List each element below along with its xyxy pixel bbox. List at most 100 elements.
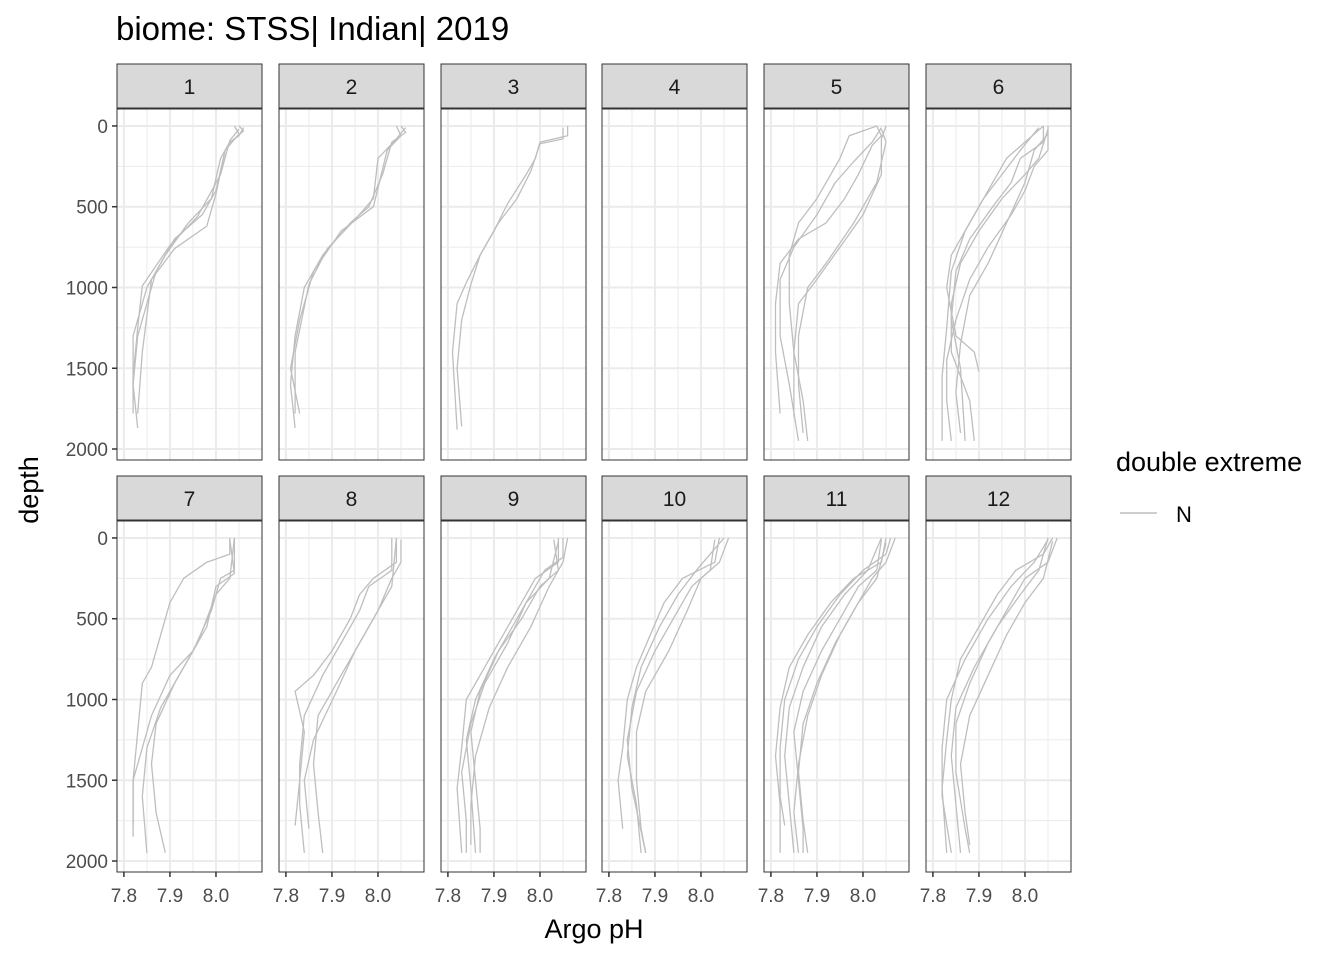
x-tick-label: 8.0 (850, 886, 876, 907)
y-tick-label: 2000 (66, 852, 108, 873)
facet-strip-label: 7 (184, 488, 196, 511)
profile-line (955, 537, 1058, 854)
profile-line (793, 539, 883, 853)
panel-background (764, 521, 909, 872)
facet-strip-label: 2 (346, 76, 358, 99)
panel-background (602, 109, 747, 460)
profile-line (132, 538, 231, 837)
profile-line (941, 537, 1054, 853)
panel-background (441, 521, 586, 872)
profile-line (779, 127, 882, 442)
x-tick-label: 7.8 (596, 886, 622, 907)
profile-line (470, 537, 569, 845)
x-tick-label: 7.9 (642, 886, 668, 907)
y-axis-title: depth (14, 456, 44, 524)
profile-line (312, 539, 402, 853)
facet-strip-label: 6 (993, 76, 1005, 99)
panel-border (116, 520, 263, 873)
profile-line (941, 127, 1040, 441)
facet-strip (601, 475, 748, 521)
panel-border (601, 520, 748, 873)
facet-strip (440, 63, 587, 109)
panel-border (601, 108, 748, 461)
chart-title: biome: STSS| Indian| 2019 (116, 10, 509, 47)
x-tick-label: 8.0 (365, 886, 391, 907)
facet-strip (278, 475, 425, 521)
facet-strip-label: 5 (831, 76, 843, 99)
profile-line (635, 537, 730, 854)
y-tick-label: 1000 (66, 278, 108, 299)
profile-line (779, 537, 892, 826)
profile-line (137, 125, 240, 414)
facet-panel-8: 8 7.8 7.9 8.0 (273, 475, 425, 907)
x-tick-label: 7.9 (319, 886, 345, 907)
panel-background (279, 521, 424, 872)
legend-label: N (1176, 502, 1192, 527)
x-tick-label: 7.8 (920, 886, 946, 907)
x-tick-label: 7.8 (273, 886, 299, 907)
y-tick-label: 1500 (66, 771, 108, 792)
x-tick-label: 8.0 (203, 886, 229, 907)
profile-line (465, 538, 564, 853)
x-tick-label: 7.8 (111, 886, 137, 907)
x-axis-title: Argo pH (544, 914, 643, 944)
x-tick-label: 8.0 (688, 886, 714, 907)
x-tick-label: 7.8 (758, 886, 784, 907)
profile-line (132, 128, 240, 401)
facet-panel-12: 12 7.8 7.9 8.0 (920, 475, 1072, 907)
legend: double extreme N (1116, 447, 1302, 527)
profile-line (950, 129, 1049, 441)
facet-panel-10: 10 7.8 7.9 8.0 (596, 475, 748, 907)
facet-strip (763, 63, 910, 109)
profile-line (797, 128, 887, 433)
profile-line (950, 537, 1049, 853)
profile-line (456, 538, 560, 853)
profile-line (132, 538, 236, 826)
facet-strip-label: 10 (663, 488, 686, 511)
profile-line (294, 127, 407, 414)
panel-background (926, 521, 1071, 872)
x-tick-label: 7.8 (435, 886, 461, 907)
facet-panel-2: 2 (278, 63, 425, 461)
facet-panel-4: 4 (601, 63, 748, 461)
panel-background (117, 109, 262, 460)
facet-panel-3: 3 (440, 63, 587, 461)
profile-line (626, 537, 725, 853)
facet-panel-5: 5 (763, 63, 910, 461)
profile-line (788, 125, 878, 417)
facet-strip (925, 63, 1072, 109)
facet-panel-11: 11 7.8 7.9 8.0 (758, 475, 910, 907)
facet-strip-label: 9 (508, 488, 520, 511)
facet-panel-9: 9 7.8 7.9 8.0 (435, 475, 587, 907)
profile-line (946, 125, 1044, 372)
legend-title: double extreme (1116, 447, 1302, 477)
panel-background (279, 109, 424, 460)
y-tick-label: 0 (97, 529, 108, 550)
facet-strip-label: 3 (508, 76, 520, 99)
profile-line (784, 537, 882, 853)
profile-line (617, 537, 721, 829)
facet-strip (440, 475, 587, 521)
panel-background (602, 521, 747, 872)
panel-background (441, 109, 586, 460)
facet-strip-label: 12 (987, 488, 1010, 511)
facet-panel-1: 1 0 500 1000 1500 2000 (66, 63, 263, 461)
facet-strip (763, 475, 910, 521)
y-tick-label: 1000 (66, 690, 108, 711)
panel-border (925, 520, 1072, 873)
y-tick-label: 0 (97, 117, 108, 138)
profile-line (303, 537, 398, 829)
profile-line (946, 126, 1049, 441)
y-tick-label: 2000 (66, 440, 108, 461)
facet-strip-label: 1 (184, 76, 196, 99)
y-tick-label: 1500 (66, 359, 108, 380)
panel-border (278, 108, 425, 461)
profile-line (941, 539, 1049, 854)
facet-strip-label: 4 (669, 76, 681, 99)
panel-border (763, 108, 910, 461)
profile-line (950, 126, 1045, 441)
facet-strip-label: 11 (826, 488, 848, 511)
panel-border (278, 520, 425, 873)
